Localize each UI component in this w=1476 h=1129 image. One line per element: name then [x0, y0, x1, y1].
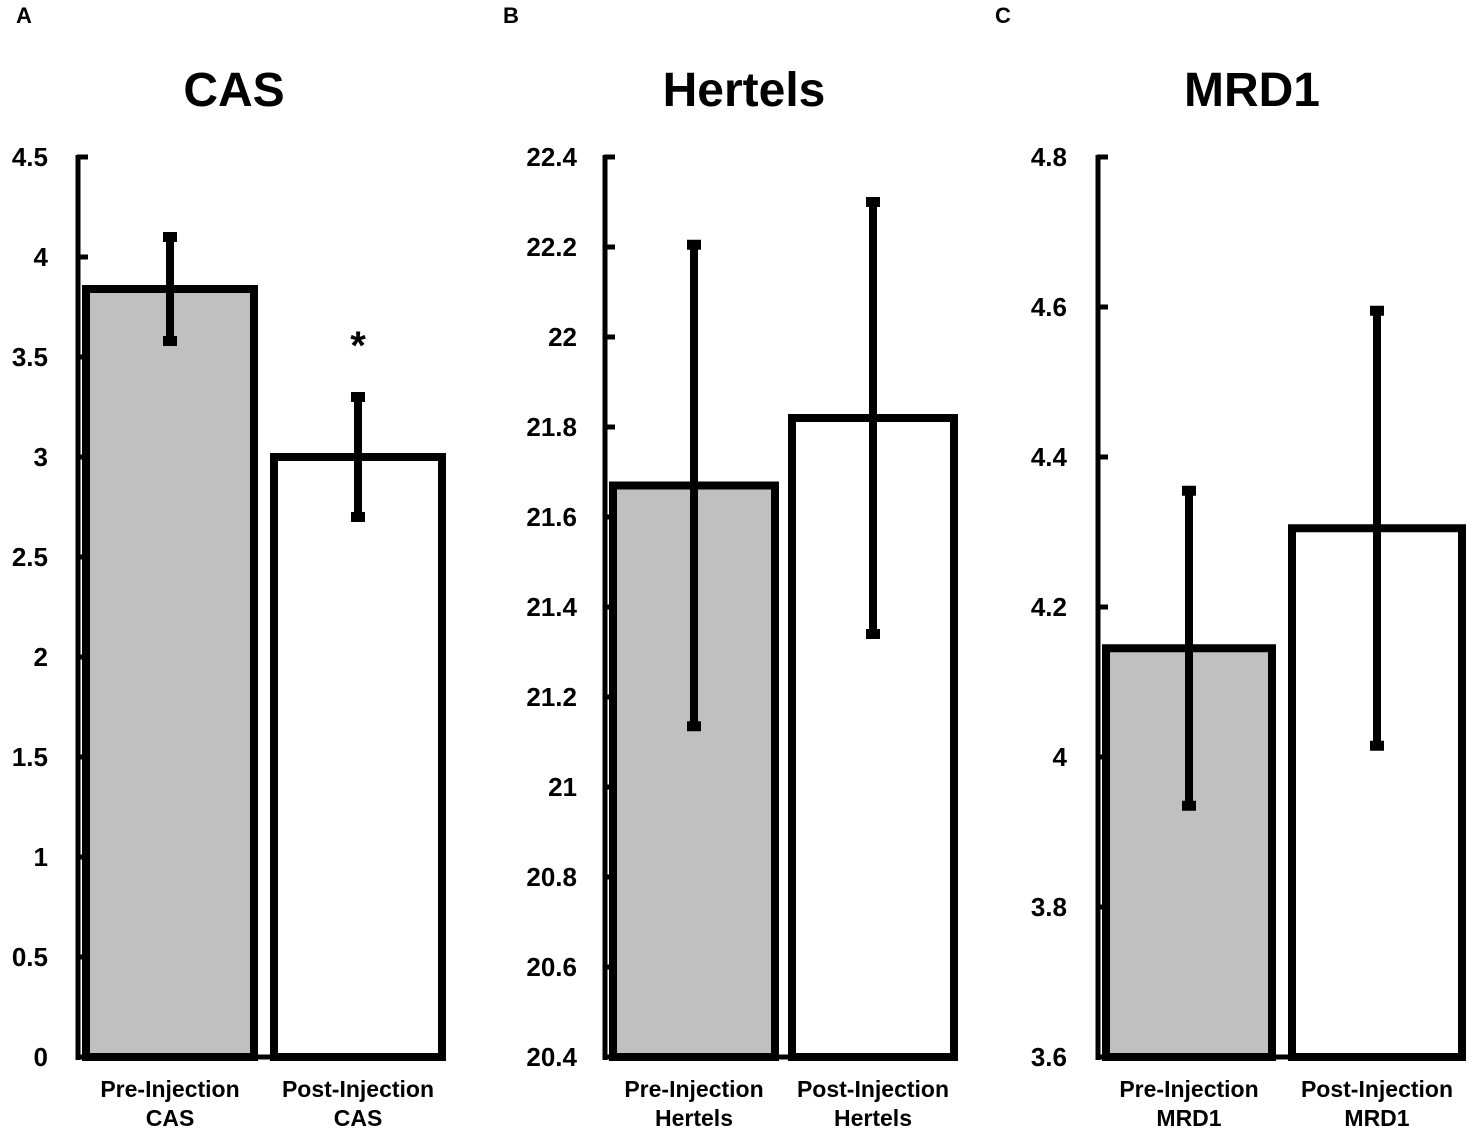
y-tick-label: 1 — [34, 842, 48, 872]
category-label: Post-Injection — [282, 1076, 434, 1102]
error-cap-top — [1182, 485, 1196, 496]
category-label: Post-Injection — [797, 1076, 949, 1102]
error-cap-top — [1370, 305, 1384, 316]
y-tick-label: 21.4 — [526, 592, 577, 622]
category-label: Post-Injection — [1301, 1076, 1453, 1102]
y-tick-label: 21.2 — [526, 682, 577, 712]
significance-marker: * — [350, 324, 366, 368]
y-tick-label: 21.6 — [526, 502, 577, 532]
y-tick-label: 3.6 — [1031, 1042, 1067, 1072]
y-tick-label: 4 — [34, 242, 49, 272]
panel-letter: C — [995, 3, 1011, 28]
error-cap-bottom — [1182, 800, 1196, 811]
category-label: Pre-Injection — [100, 1076, 239, 1102]
y-tick-label: 3 — [34, 442, 48, 472]
y-tick-label: 22.4 — [526, 142, 577, 172]
error-cap-bottom — [1370, 740, 1384, 751]
error-cap-bottom — [866, 629, 880, 639]
error-cap-bottom — [687, 721, 701, 732]
y-tick-label: 22.2 — [526, 232, 577, 262]
y-tick-label: 4.6 — [1031, 292, 1067, 322]
chart-title: MRD1 — [1184, 64, 1320, 117]
y-tick-label: 4.5 — [12, 142, 48, 172]
y-tick-label: 22 — [548, 322, 577, 352]
y-tick-label: 21.8 — [526, 412, 577, 442]
bar — [82, 285, 258, 1061]
error-cap-top — [687, 239, 701, 250]
category-label: CAS — [334, 1105, 383, 1129]
category-label: MRD1 — [1344, 1105, 1409, 1129]
chart-panel-b: B Hertels 20.4 20.6 20.8 21 21.2 21.4 21.6 21.8 22… — [503, 3, 958, 1129]
y-tick-label: 2.5 — [12, 542, 48, 572]
panel-letter: B — [503, 3, 519, 28]
y-tick-label: 4 — [1053, 742, 1068, 772]
y-tick-label: 1.5 — [12, 742, 48, 772]
error-cap-top — [866, 197, 880, 207]
y-tick-label: 0.5 — [12, 942, 48, 972]
chart-panel-a: A CAS 0 0.5 1 1.5 2 2.5 3 3.5 4 4.5 * Pre-Injection CA… — [12, 3, 446, 1129]
y-tick-label: 2 — [34, 642, 48, 672]
y-tick-label: 4.8 — [1031, 142, 1067, 172]
y-tick-label: 4.4 — [1031, 442, 1068, 472]
category-label: CAS — [146, 1105, 195, 1129]
y-tick-label: 0 — [34, 1042, 48, 1072]
y-tick-label: 20.6 — [526, 952, 577, 982]
chart-title: CAS — [183, 64, 284, 117]
category-label: Hertels — [834, 1105, 912, 1129]
category-label: MRD1 — [1156, 1105, 1221, 1129]
error-cap-bottom — [351, 512, 365, 522]
y-tick-label: 3.5 — [12, 342, 48, 372]
y-tick-label: 21 — [548, 772, 577, 802]
category-label: Hertels — [655, 1105, 733, 1129]
error-cap-bottom — [163, 336, 177, 346]
error-cap-top — [163, 232, 177, 242]
y-tick-label: 20.4 — [526, 1042, 577, 1072]
chart-panel-c: C MRD1 3.6 3.8 4 4.2 4.4 4.6 4.8 Pre-Injection MRD… — [995, 3, 1466, 1129]
y-tick-label: 3.8 — [1031, 892, 1067, 922]
error-cap-top — [351, 392, 365, 402]
panel-letter: A — [16, 3, 32, 28]
category-label: Pre-Injection — [1119, 1076, 1258, 1102]
category-label: Pre-Injection — [624, 1076, 763, 1102]
y-tick-label: 20.8 — [526, 862, 577, 892]
chart-title: Hertels — [663, 64, 826, 117]
bar — [270, 453, 446, 1061]
y-tick-label: 4.2 — [1031, 592, 1067, 622]
